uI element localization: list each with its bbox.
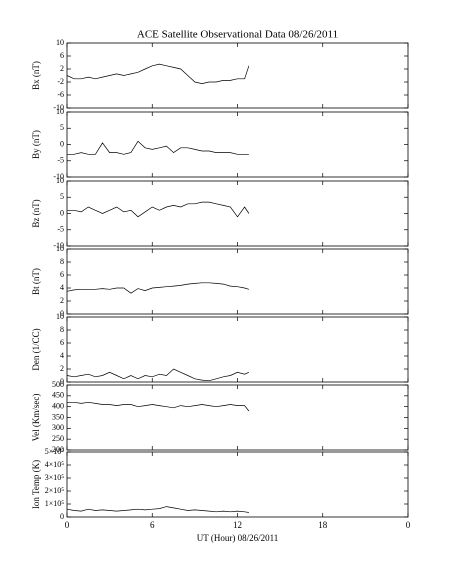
y-tick-label: -6 <box>57 90 64 99</box>
x-tick-label: 0 <box>65 520 70 530</box>
panel-frame <box>66 451 409 518</box>
y-tick-label: 10 <box>56 107 64 116</box>
data-line <box>66 506 249 513</box>
panel-frame <box>66 248 409 315</box>
data-line <box>66 63 250 84</box>
y-tick-label: 0 <box>60 512 64 521</box>
x-axis-label: UT (Hour) 08/26/2011 <box>197 533 279 543</box>
y-tick-label: 2 <box>60 296 64 305</box>
y-tick-label: 10 <box>56 38 64 47</box>
y-axis-label: By (nT) <box>31 130 41 159</box>
panel-frame <box>66 384 409 451</box>
y-tick-label: -5 <box>57 225 64 234</box>
y-tick-label: 1×10⁵ <box>45 499 65 508</box>
y-tick-label: -5 <box>57 156 64 165</box>
y-tick-label: 8 <box>60 257 64 266</box>
panel-frame <box>66 180 409 247</box>
y-tick-label: 2 <box>60 364 64 373</box>
x-tick-label: 6 <box>150 520 155 530</box>
y-tick-label: -2 <box>57 77 64 86</box>
data-line <box>67 201 250 218</box>
y-tick-label: 5×10⁵ <box>45 447 65 456</box>
y-tick-label: 6 <box>60 270 64 279</box>
y-axis-label: Ion Temp (K) <box>31 460 41 509</box>
y-tick-label: -10 <box>53 241 64 250</box>
y-tick-label: 10 <box>56 312 64 321</box>
data-line <box>66 368 250 382</box>
panel-frame <box>66 42 409 109</box>
y-tick-label: 6 <box>60 51 64 60</box>
y-tick-label: 6 <box>60 338 64 347</box>
y-tick-label: 4×10⁵ <box>45 460 65 469</box>
chart-title: ACE Satellite Observational Data 08/26/2… <box>137 29 338 41</box>
y-tick-label: -10 <box>53 172 64 181</box>
y-axis-label: Vel (Km/sec) <box>31 394 41 442</box>
y-tick-label: 0 <box>60 309 64 318</box>
y-axis-label: Bz (nT) <box>31 199 41 227</box>
y-tick-label: 10 <box>56 176 64 185</box>
y-tick-label: 4 <box>60 283 64 292</box>
x-tick-label: 18 <box>318 520 328 530</box>
panel-frame <box>66 111 409 178</box>
y-axis-label: Bt (nT) <box>31 268 41 295</box>
y-tick-label: 250 <box>52 434 64 443</box>
y-tick-label: 450 <box>52 391 64 400</box>
y-tick-label: 500 <box>52 380 64 389</box>
y-tick-label: 2×10⁵ <box>45 486 65 495</box>
y-tick-label: 8 <box>60 325 64 334</box>
x-tick-label: 0 <box>406 520 411 530</box>
y-tick-label: 5 <box>60 123 64 132</box>
y-tick-label: 2 <box>60 64 64 73</box>
y-tick-label: 10 <box>56 244 64 253</box>
x-tick-label: 12 <box>233 520 242 530</box>
data-line <box>66 282 250 294</box>
y-tick-label: 400 <box>52 401 64 410</box>
y-axis-label: Bx (nT) <box>31 61 41 90</box>
y-tick-label: 300 <box>52 423 64 432</box>
y-tick-label: 200 <box>52 445 64 454</box>
y-tick-label: 4 <box>60 351 64 360</box>
y-tick-label: 0 <box>60 139 64 148</box>
y-tick-label: 5 <box>60 192 64 201</box>
y-tick-label: -10 <box>53 103 64 112</box>
y-tick-label: 350 <box>52 412 64 421</box>
y-tick-label: 3×10⁵ <box>45 473 65 482</box>
y-axis-label: Den (1/CC) <box>31 328 41 370</box>
data-line <box>67 401 250 412</box>
y-tick-label: 0 <box>60 208 64 217</box>
data-line <box>67 140 249 155</box>
y-tick-label: 0 <box>60 377 64 386</box>
